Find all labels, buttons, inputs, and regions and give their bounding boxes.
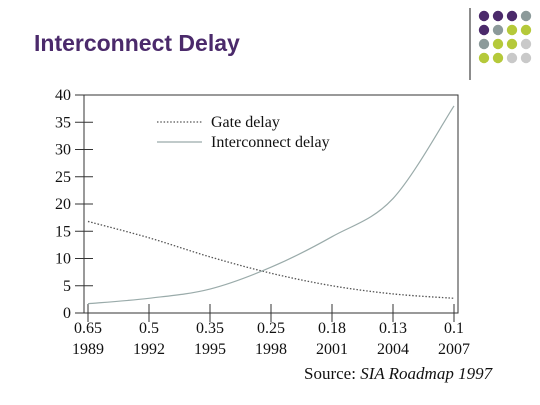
x-tick-label-year: 1989 <box>72 341 104 358</box>
x-tick-label-feature: 0.18 <box>318 320 346 337</box>
legend-label: Gate delay <box>211 114 280 131</box>
decorative-dot <box>520 52 532 64</box>
x-tick-label-feature: 0.13 <box>379 320 407 337</box>
x-tick-label-feature: 0.65 <box>74 320 102 337</box>
series-line-interconnect-delay <box>87 105 455 305</box>
decorative-dot <box>478 52 490 64</box>
decorative-dot <box>478 10 490 22</box>
x-tick-label-feature: 0.1 <box>444 320 464 337</box>
x-tick-label-feature: 0.35 <box>196 320 224 337</box>
y-tick-label: 30 <box>55 142 71 159</box>
source-title: SIA Roadmap 1997 <box>360 364 493 383</box>
x-tick-label-year: 2007 <box>438 341 470 358</box>
decorative-dot <box>520 10 532 22</box>
decorative-dot <box>506 38 518 50</box>
y-tick-label: 5 <box>63 278 71 295</box>
x-tick-label-year: 1992 <box>133 341 165 358</box>
y-tick-label: 15 <box>55 223 71 240</box>
x-tick-label-feature: 0.25 <box>257 320 285 337</box>
decorative-dot <box>520 38 532 50</box>
decorative-dot <box>506 52 518 64</box>
y-tick-label: 35 <box>55 114 71 131</box>
source-citation: Source: SIA Roadmap 1997 <box>304 364 492 384</box>
decorative-dot <box>506 24 518 36</box>
decorative-dot <box>492 24 504 36</box>
title-divider <box>469 8 471 80</box>
x-tick-label-year: 2004 <box>377 341 409 358</box>
legend-label: Interconnect delay <box>211 134 330 151</box>
slide-title: Interconnect Delay <box>34 30 240 56</box>
x-tick-label-year: 1998 <box>255 341 287 358</box>
source-prefix: Source: <box>304 364 356 383</box>
decorative-dot-grid <box>478 10 532 64</box>
y-tick-label: 40 <box>55 87 71 104</box>
x-tick-label-year: 1995 <box>194 341 226 358</box>
x-tick-label-feature: 0.5 <box>139 320 159 337</box>
decorative-dot <box>506 10 518 22</box>
decorative-dot <box>492 38 504 50</box>
y-tick-label: 20 <box>55 196 71 213</box>
decorative-dot <box>478 24 490 36</box>
x-tick-label-year: 2001 <box>316 341 348 358</box>
y-tick-label: 10 <box>55 251 71 268</box>
y-tick-label: 25 <box>55 169 71 186</box>
series-line-gate-delay <box>87 220 455 299</box>
decorative-dot <box>492 10 504 22</box>
decorative-dot <box>492 52 504 64</box>
y-tick-label: 0 <box>63 305 71 322</box>
decorative-dot <box>520 24 532 36</box>
decorative-dot <box>478 38 490 50</box>
